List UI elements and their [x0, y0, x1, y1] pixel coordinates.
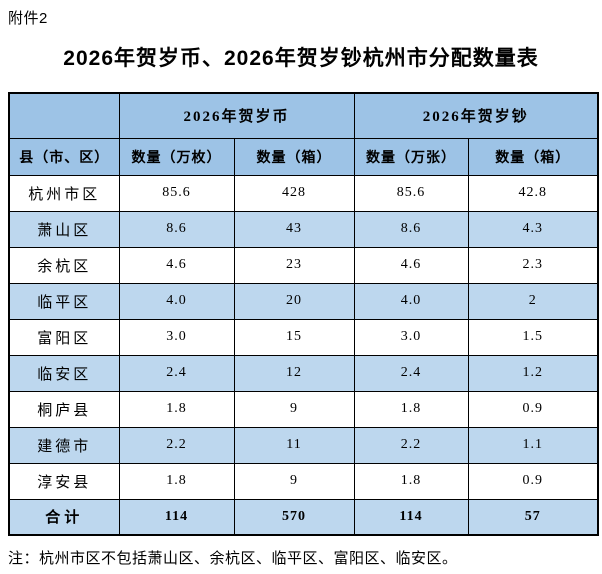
value-cell: 2.2: [353, 426, 469, 464]
value-cell: 1.1: [467, 426, 599, 464]
group-header-banknote: 2026年贺岁钞: [353, 92, 599, 139]
value-cell: 4.6: [118, 246, 235, 284]
table-row: 淳安县 1.8 9 1.8 0.9: [8, 462, 599, 500]
table-row: 杭州市区 85.6 428 85.6 42.8: [8, 174, 599, 212]
allocation-table: 2026年贺岁币 2026年贺岁钞 县（市、区） 数量（万枚） 数量（箱） 数量…: [8, 92, 600, 536]
column-header-coin-wan: 数量（万枚）: [118, 137, 235, 176]
table-row: 余杭区 4.6 23 4.6 2.3: [8, 246, 599, 284]
value-cell: 85.6: [118, 174, 235, 212]
column-header-note-box: 数量（箱）: [467, 137, 599, 176]
value-cell: 1.8: [353, 462, 469, 500]
region-cell: 杭州市区: [8, 174, 120, 212]
region-cell: 建德市: [8, 426, 120, 464]
value-cell: 15: [233, 318, 355, 356]
group-header-row: 2026年贺岁币 2026年贺岁钞: [8, 92, 599, 139]
column-header-coin-box: 数量（箱）: [233, 137, 355, 176]
value-cell: 4.0: [118, 282, 235, 320]
value-cell: 11: [233, 426, 355, 464]
table-row: 建德市 2.2 11 2.2 1.1: [8, 426, 599, 464]
region-cell: 临安区: [8, 354, 120, 392]
value-cell: 1.5: [467, 318, 599, 356]
value-cell: 4.3: [467, 210, 599, 248]
value-cell: 42.8: [467, 174, 599, 212]
value-cell: 3.0: [118, 318, 235, 356]
group-header-coin: 2026年贺岁币: [118, 92, 355, 139]
total-value-cell: 114: [118, 498, 235, 536]
value-cell: 8.6: [353, 210, 469, 248]
table-body: 杭州市区 85.6 428 85.6 42.8 萧山区 8.6 43 8.6 4…: [8, 174, 599, 536]
corner-cell: [8, 92, 120, 139]
value-cell: 9: [233, 462, 355, 500]
column-header-row: 县（市、区） 数量（万枚） 数量（箱） 数量（万张） 数量（箱）: [8, 137, 599, 176]
table-row: 萧山区 8.6 43 8.6 4.3: [8, 210, 599, 248]
value-cell: 0.9: [467, 390, 599, 428]
region-cell: 余杭区: [8, 246, 120, 284]
table-row: 临安区 2.4 12 2.4 1.2: [8, 354, 599, 392]
value-cell: 2.2: [118, 426, 235, 464]
value-cell: 85.6: [353, 174, 469, 212]
region-cell: 淳安县: [8, 462, 120, 500]
page-title: 2026年贺岁币、2026年贺岁钞杭州市分配数量表: [63, 47, 539, 70]
table-row: 临平区 4.0 20 4.0 2: [8, 282, 599, 320]
total-value-cell: 57: [467, 498, 599, 536]
table-row: 富阳区 3.0 15 3.0 1.5: [8, 318, 599, 356]
value-cell: 20: [233, 282, 355, 320]
value-cell: 4.0: [353, 282, 469, 320]
value-cell: 0.9: [467, 462, 599, 500]
total-label-cell: 合计: [8, 498, 120, 536]
attachment-label: 附件2: [8, 10, 48, 27]
table-header: 2026年贺岁币 2026年贺岁钞 县（市、区） 数量（万枚） 数量（箱） 数量…: [8, 92, 599, 176]
value-cell: 2.4: [353, 354, 469, 392]
footnote: 注：杭州市区不包括萧山区、余杭区、临平区、富阳区、临安区。: [8, 551, 458, 567]
value-cell: 12: [233, 354, 355, 392]
value-cell: 3.0: [353, 318, 469, 356]
table-row: 桐庐县 1.8 9 1.8 0.9: [8, 390, 599, 428]
region-cell: 萧山区: [8, 210, 120, 248]
value-cell: 9: [233, 390, 355, 428]
value-cell: 4.6: [353, 246, 469, 284]
region-cell: 桐庐县: [8, 390, 120, 428]
total-value-cell: 114: [353, 498, 469, 536]
value-cell: 2.3: [467, 246, 599, 284]
value-cell: 2: [467, 282, 599, 320]
value-cell: 2.4: [118, 354, 235, 392]
total-value-cell: 570: [233, 498, 355, 536]
value-cell: 1.8: [118, 390, 235, 428]
value-cell: 428: [233, 174, 355, 212]
region-cell: 富阳区: [8, 318, 120, 356]
value-cell: 23: [233, 246, 355, 284]
value-cell: 1.2: [467, 354, 599, 392]
total-row: 合计 114 570 114 57: [8, 498, 599, 536]
column-header-region: 县（市、区）: [8, 137, 120, 176]
value-cell: 43: [233, 210, 355, 248]
column-header-note-wan: 数量（万张）: [353, 137, 469, 176]
value-cell: 8.6: [118, 210, 235, 248]
region-cell: 临平区: [8, 282, 120, 320]
value-cell: 1.8: [353, 390, 469, 428]
value-cell: 1.8: [118, 462, 235, 500]
